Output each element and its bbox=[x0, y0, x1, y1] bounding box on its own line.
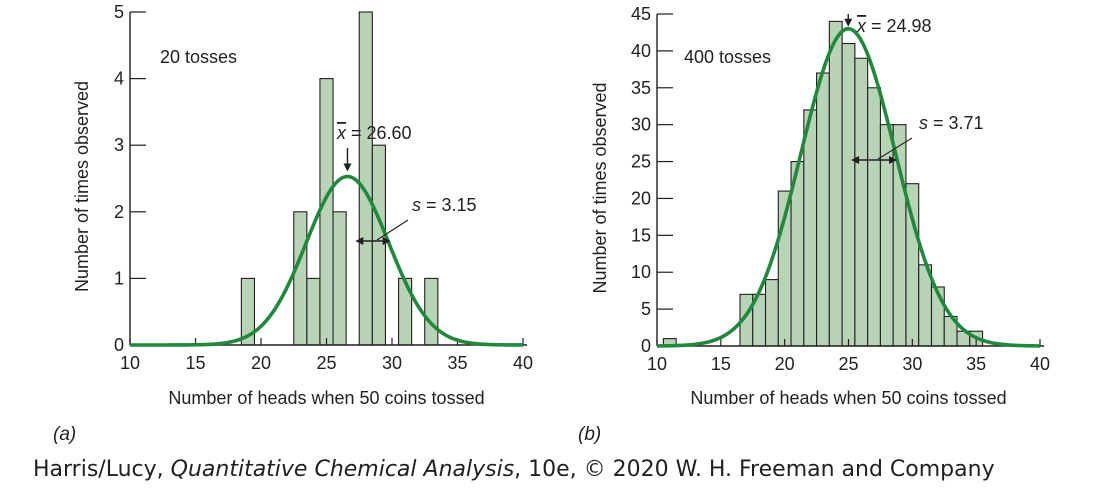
sd-value: = 3.15 bbox=[421, 195, 477, 215]
y-tick-label: 20 bbox=[631, 188, 651, 208]
panel-label: (a) bbox=[53, 424, 76, 445]
sd-value: = 3.71 bbox=[928, 113, 984, 133]
y-tick-label: 1 bbox=[114, 268, 124, 288]
x-tick-label: 25 bbox=[316, 353, 336, 373]
histogram-bar bbox=[424, 277, 439, 346]
chart-panel-a: 10 15 20 25 30 35 40 0 1 2 3 4 5 Number of heads when… bbox=[53, 2, 533, 445]
histogram-bar bbox=[371, 144, 387, 346]
y-tick-label: 15 bbox=[631, 225, 651, 245]
y-tick-label: 45 bbox=[631, 4, 651, 24]
sd-arrow-head-left bbox=[851, 156, 860, 164]
sample-size-annotation: 400 tosses bbox=[684, 47, 771, 67]
x-tick-label: 25 bbox=[838, 354, 858, 374]
sd-arrow-head-right bbox=[889, 156, 898, 164]
y-tick-label: 0 bbox=[641, 336, 651, 356]
mean-arrow-head bbox=[844, 18, 853, 27]
histogram-bar bbox=[828, 20, 843, 347]
y-tick-label: 40 bbox=[631, 41, 651, 61]
mean-value: = 24.98 bbox=[866, 16, 932, 36]
mean-label: x = 26.60 bbox=[336, 123, 412, 143]
x-tick-label: 10 bbox=[647, 354, 667, 374]
y-tick-label: 35 bbox=[631, 78, 651, 98]
sd-arrow-head-left bbox=[355, 237, 364, 245]
x-axis-label: Number of heads when 50 coins tossed bbox=[168, 388, 484, 408]
x-tick-label: 40 bbox=[513, 353, 533, 373]
y-tick-label: 5 bbox=[114, 2, 124, 22]
histogram-bar bbox=[293, 211, 308, 346]
histogram-bar bbox=[332, 211, 347, 346]
x-tick-label: 30 bbox=[902, 354, 922, 374]
gaussian-fit-curve bbox=[130, 174, 523, 347]
y-tick-label: 3 bbox=[114, 135, 124, 155]
histogram-bar bbox=[803, 109, 818, 347]
mean-label: x = 24.98 bbox=[856, 16, 932, 36]
panel-label: (b) bbox=[578, 424, 601, 445]
sd-label: s = 3.71 bbox=[919, 113, 984, 133]
x-tick-label: 30 bbox=[382, 353, 402, 373]
sd-symbol: s bbox=[919, 113, 928, 133]
mean-symbol: x bbox=[856, 16, 867, 36]
y-tick-label: 10 bbox=[631, 262, 651, 282]
histogram-bar bbox=[358, 11, 373, 346]
mean-arrow-head bbox=[343, 163, 352, 172]
credit-author: Harris/Lucy, bbox=[33, 457, 164, 482]
x-tick-label: 35 bbox=[966, 354, 986, 374]
chart-panel-b: 10 15 20 25 30 35 40 0 5 10 15 20 25 30 35 40 45 Number o… bbox=[578, 4, 1050, 445]
sd-symbol: s bbox=[412, 195, 421, 215]
mean-value: = 26.60 bbox=[346, 123, 412, 143]
y-tick-label: 30 bbox=[631, 115, 651, 135]
y-axis-label: Number of times observed bbox=[72, 81, 92, 292]
x-tick-label: 15 bbox=[711, 354, 731, 374]
mean-symbol: x bbox=[336, 123, 347, 143]
sample-size-annotation: 20 tosses bbox=[160, 47, 237, 67]
histogram-bar bbox=[867, 87, 881, 347]
sd-label: s = 3.15 bbox=[412, 195, 477, 215]
histogram-bar bbox=[306, 277, 321, 346]
gaussian-fit-curve bbox=[656, 26, 1041, 348]
x-tick-label: 20 bbox=[775, 354, 795, 374]
sd-leader-line bbox=[877, 137, 913, 160]
x-tick-label: 40 bbox=[1030, 354, 1050, 374]
y-tick-label: 25 bbox=[631, 152, 651, 172]
x-axis-label: Number of heads when 50 coins tossed bbox=[690, 388, 1006, 408]
histogram-bar bbox=[854, 57, 869, 347]
credit-book-title: Quantitative Chemical Analysis bbox=[170, 457, 515, 482]
sd-leader-line bbox=[376, 219, 409, 241]
histogram-bar bbox=[816, 72, 830, 347]
y-tick-label: 2 bbox=[114, 202, 124, 222]
histogram-bar bbox=[319, 78, 334, 346]
x-tick-label: 20 bbox=[251, 353, 271, 373]
credit-publisher: , 10e, © 2020 W. H. Freeman and Company bbox=[514, 457, 995, 482]
histogram-bar bbox=[841, 42, 856, 347]
y-tick-label: 0 bbox=[114, 335, 124, 355]
y-tick-label: 5 bbox=[641, 299, 651, 319]
y-axis-label: Number of times observed bbox=[590, 82, 610, 293]
x-tick-label: 35 bbox=[447, 353, 467, 373]
x-tick-label: 15 bbox=[185, 353, 205, 373]
x-tick-label: 10 bbox=[120, 353, 140, 373]
histogram-bar bbox=[764, 279, 779, 347]
y-tick-label: 4 bbox=[114, 69, 124, 89]
credit-line: Harris/Lucy, Quantitative Chemical Analy… bbox=[33, 457, 995, 482]
sd-arrow-head-right bbox=[382, 237, 391, 245]
